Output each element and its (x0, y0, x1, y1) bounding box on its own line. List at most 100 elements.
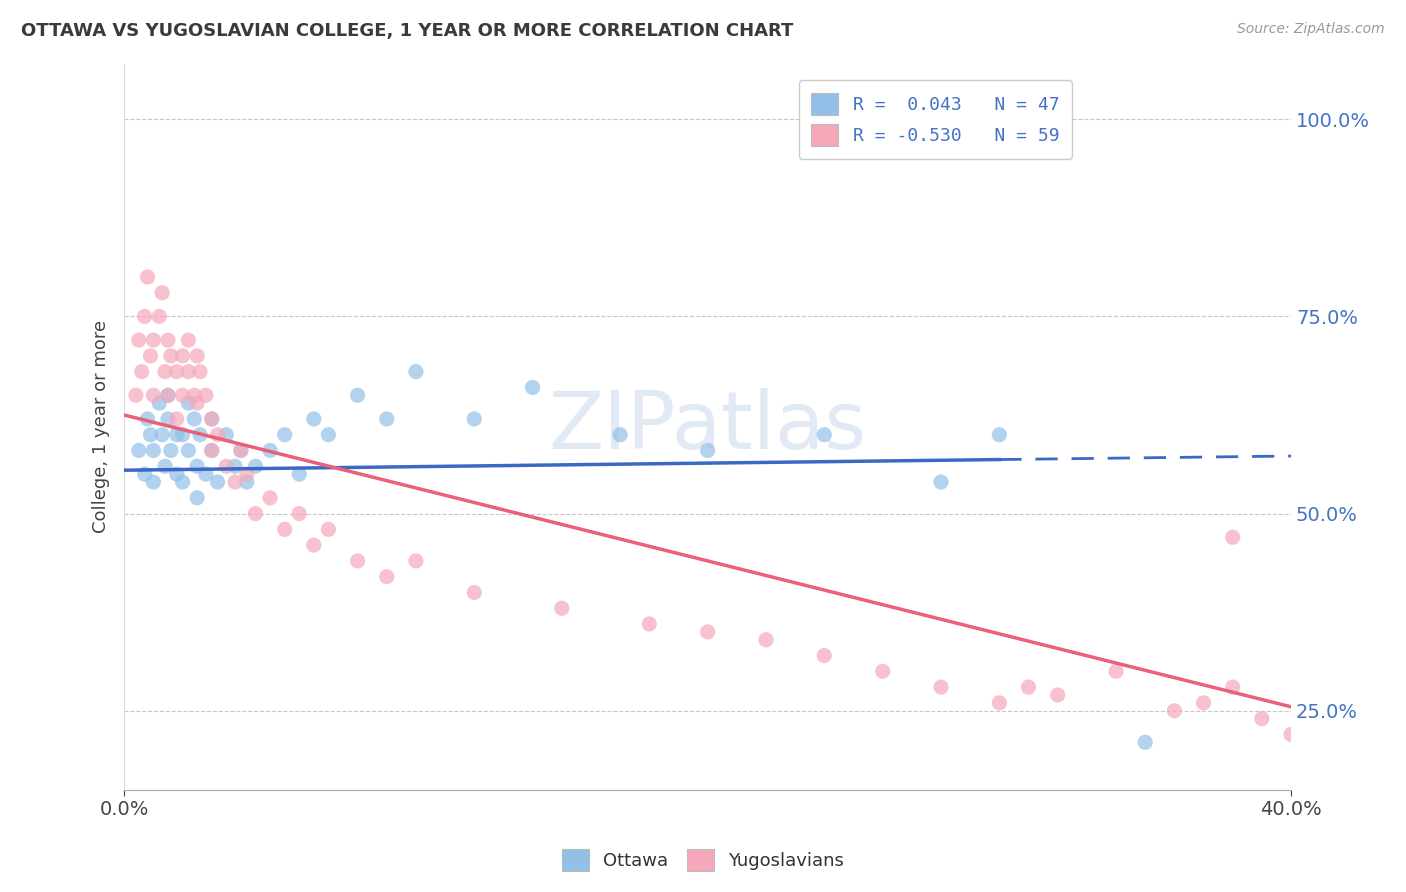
Point (551, 601, 574, 615)
Point (302, 412, 325, 426)
Point (813, 427, 835, 442)
Point (259, 443, 281, 458)
Point (156, 412, 179, 426)
Point (929, 680, 952, 694)
Legend: Ottawa, Yugoslavians: Ottawa, Yugoslavians (555, 842, 851, 879)
Point (177, 333, 200, 347)
Point (405, 554, 427, 568)
Point (872, 665, 894, 679)
Point (375, 412, 398, 426)
Point (139, 427, 162, 442)
Text: Source: ZipAtlas.com: Source: ZipAtlas.com (1237, 22, 1385, 37)
Point (183, 388, 205, 402)
Point (125, 388, 148, 402)
Point (148, 310, 170, 324)
Point (245, 459, 267, 474)
Point (215, 459, 238, 474)
Point (160, 443, 183, 458)
Point (318, 522, 340, 536)
Point (215, 427, 238, 442)
Point (177, 443, 200, 458)
Point (375, 569, 398, 583)
Point (988, 696, 1011, 710)
Point (142, 388, 165, 402)
Point (131, 365, 153, 379)
Point (186, 491, 208, 505)
Point (245, 507, 267, 521)
Point (201, 412, 224, 426)
Point (463, 412, 485, 426)
Point (813, 648, 835, 663)
Point (229, 443, 252, 458)
Point (183, 412, 205, 426)
Point (128, 333, 150, 347)
Point (696, 443, 718, 458)
Point (188, 365, 211, 379)
Point (156, 388, 179, 402)
Legend: R =  0.043   N = 47, R = -0.530   N = 59: R = 0.043 N = 47, R = -0.530 N = 59 (799, 80, 1071, 159)
Point (201, 412, 224, 426)
Point (172, 475, 194, 489)
Point (929, 475, 952, 489)
Point (1192, 696, 1215, 710)
Point (463, 585, 485, 599)
Point (1135, 735, 1157, 749)
Point (156, 388, 179, 402)
Point (139, 349, 162, 363)
Point (318, 427, 340, 442)
Point (259, 491, 281, 505)
Point (150, 285, 173, 300)
Point (194, 388, 217, 402)
Point (229, 443, 252, 458)
Point (288, 467, 311, 482)
Point (755, 632, 778, 647)
Point (522, 380, 544, 394)
Point (142, 333, 165, 347)
Point (136, 412, 159, 426)
Point (153, 365, 176, 379)
Point (172, 388, 194, 402)
Point (188, 427, 211, 442)
Point (156, 333, 179, 347)
Point (224, 475, 246, 489)
Point (194, 467, 217, 482)
Point (235, 475, 257, 489)
Point (150, 427, 173, 442)
Point (172, 427, 194, 442)
Point (1222, 680, 1244, 694)
Point (201, 443, 224, 458)
Point (405, 365, 427, 379)
Point (609, 427, 631, 442)
Point (186, 396, 208, 410)
Point (207, 475, 229, 489)
Point (166, 365, 188, 379)
Point (273, 427, 295, 442)
Point (288, 507, 311, 521)
Point (153, 459, 176, 474)
Point (1250, 712, 1272, 726)
Text: OTTAWA VS YUGOSLAVIAN COLLEGE, 1 YEAR OR MORE CORRELATION CHART: OTTAWA VS YUGOSLAVIAN COLLEGE, 1 YEAR OR… (21, 22, 793, 40)
Point (302, 538, 325, 552)
Point (166, 427, 188, 442)
Point (134, 467, 156, 482)
Y-axis label: College, 1 year or more: College, 1 year or more (93, 320, 110, 533)
Point (346, 388, 368, 402)
Point (166, 412, 188, 426)
Point (273, 522, 295, 536)
Point (142, 475, 165, 489)
Point (186, 459, 208, 474)
Point (207, 427, 229, 442)
Point (235, 467, 257, 482)
Point (1105, 665, 1128, 679)
Point (177, 365, 200, 379)
Point (142, 443, 165, 458)
Point (1163, 704, 1185, 718)
Point (696, 624, 718, 639)
Point (148, 396, 170, 410)
Point (1222, 530, 1244, 544)
Point (172, 349, 194, 363)
Point (1046, 688, 1069, 702)
Point (224, 459, 246, 474)
Point (988, 427, 1011, 442)
Point (638, 617, 661, 632)
